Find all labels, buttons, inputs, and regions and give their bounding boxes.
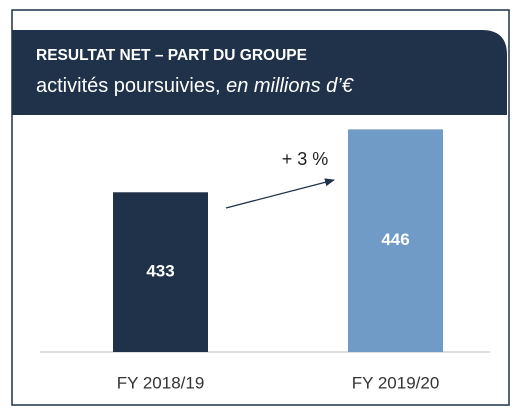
x-tick-label: FY 2019/20: [352, 373, 440, 392]
subtitle-text: activités poursuivies,: [36, 75, 221, 97]
chart-title: RESULTAT NET – PART DU GROUPE: [36, 47, 307, 64]
frame: [11, 9, 510, 406]
x-tick-label: FY 2018/19: [117, 373, 205, 392]
bar: [113, 192, 208, 352]
subtitle-italic: en millions d’€: [226, 75, 354, 97]
value-label: 446: [381, 230, 409, 249]
growth-arrow: [225, 178, 335, 209]
header-banner: [12, 30, 507, 115]
chart-subtitle: activités poursuivies, en millions d’€: [36, 75, 354, 97]
annotation: + 3 %: [282, 149, 329, 169]
bar: [348, 129, 443, 352]
value-label: 433: [146, 262, 174, 281]
